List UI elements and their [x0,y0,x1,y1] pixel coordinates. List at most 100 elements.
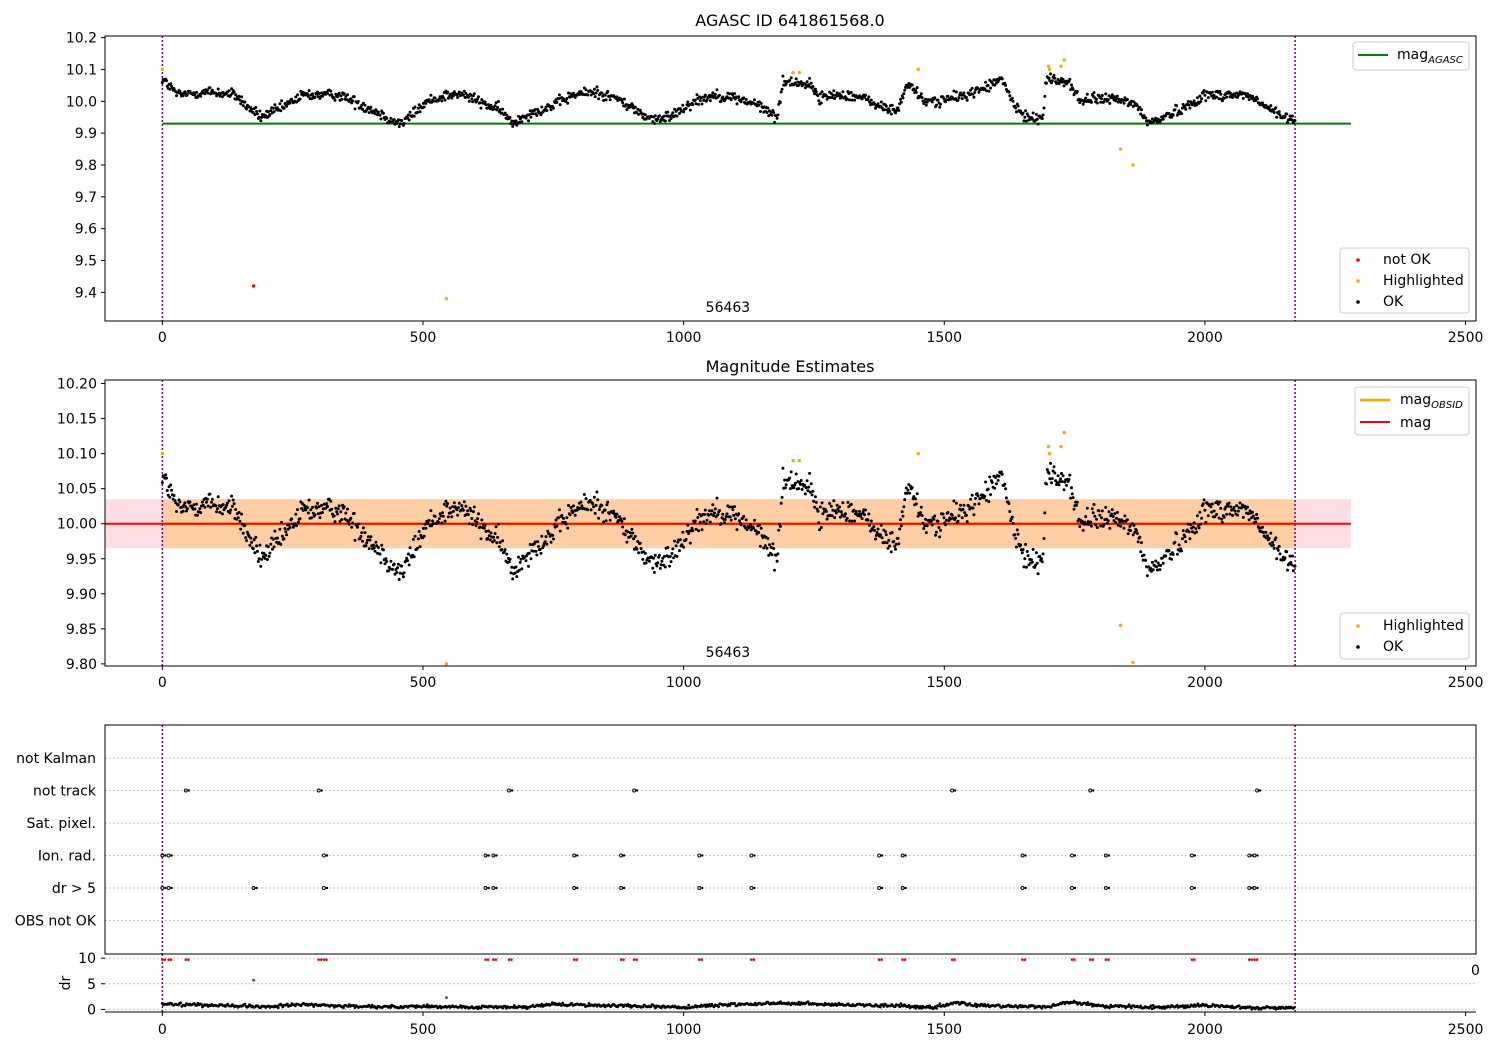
ok-point [282,106,286,110]
p2-xtick-label: 500 [410,675,437,691]
ok-point [1184,107,1188,111]
dr-high-point [903,958,907,961]
dr-point [369,1006,373,1009]
ok-point [524,559,528,563]
ok-point [400,564,404,568]
dr-point [539,1004,543,1008]
ok-point [643,113,647,117]
ok-point [912,495,916,499]
ok-point [339,510,343,514]
ok-point [879,533,882,537]
flag-marker [575,854,579,857]
ok-point [431,519,435,523]
ok-point [879,523,883,527]
ok-point [810,493,814,497]
ok-point [549,540,553,544]
ok-point [203,92,207,96]
flag-marker [321,853,326,858]
dr-point [1130,1006,1133,1010]
p4-xtick-label: 2500 [1448,1022,1484,1038]
ok-point [205,88,209,92]
ok-point [708,520,712,524]
ok-point [500,548,504,552]
ok-point [450,515,454,519]
ok-point [238,98,242,102]
ok-point [830,96,834,100]
ok-point [905,491,909,495]
ok-point [329,89,333,93]
ok-point [497,545,501,549]
ok-point [527,564,530,568]
ok-point [245,539,249,543]
p1-ytick-label: 9.6 [75,222,97,238]
ok-point [245,530,249,534]
ok-point [210,497,214,501]
ok-point [1057,483,1061,487]
ok-point [385,560,389,563]
ok-point [765,111,769,114]
ok-point [412,114,416,118]
ok-point [1069,496,1073,500]
flag-marker [572,886,577,890]
ok-point [287,523,291,527]
ok-point [309,508,313,512]
ok-point [1261,525,1264,529]
ok-point [713,507,717,511]
dr-high-point [752,958,756,961]
ok-point [1014,545,1018,549]
flag-marker [1255,788,1260,793]
ok-point [450,96,454,100]
ok-point [580,504,584,508]
ok-point [258,109,262,113]
panel1-frame [104,35,1477,322]
ok-point [1113,95,1117,99]
ok-point [669,117,673,120]
dr-high-point [1107,958,1110,961]
ok-point [238,519,242,523]
ok-point [1115,516,1118,520]
ok-point [1224,505,1228,509]
ok-point [589,93,593,97]
dr-high-point [167,958,170,961]
ok-point [1275,557,1279,561]
ok-point [1154,559,1158,563]
ok-point [397,577,401,581]
ok-point [475,520,479,524]
ok-point [339,94,343,98]
ok-point [313,95,317,99]
dr-high-point [161,958,164,961]
ok-point [821,512,825,516]
ok-point [739,100,743,104]
dr-high-point [1070,958,1074,961]
ok-point [1138,535,1142,539]
ok-point [863,513,867,517]
ok-point [1041,552,1045,556]
ok-point [515,575,519,579]
ok-point [888,544,892,548]
ok-point [1135,104,1139,108]
ok-point [1050,481,1053,485]
ok-point [1261,101,1264,105]
p2-xtick-label: 1500 [926,675,962,691]
ok-point [193,507,197,511]
ok-point [183,501,187,505]
ok-point [975,492,979,496]
ok-point [1119,524,1123,528]
ok-point [239,102,243,106]
ok-point [1068,77,1072,81]
dr-point [882,1005,886,1008]
ok-point [894,547,897,551]
ok-point [591,502,595,506]
dr-point [928,1004,931,1008]
ok-point [1186,100,1190,103]
ok-point [652,556,656,560]
ok-point [711,91,715,95]
ok-point [589,508,593,512]
dr-high-point [486,958,490,961]
ok-point [441,96,445,100]
dr-point [1237,1004,1241,1008]
ok-point [845,516,849,520]
ok-point [195,502,198,506]
ok-point [496,535,500,539]
ok-point [864,508,867,512]
